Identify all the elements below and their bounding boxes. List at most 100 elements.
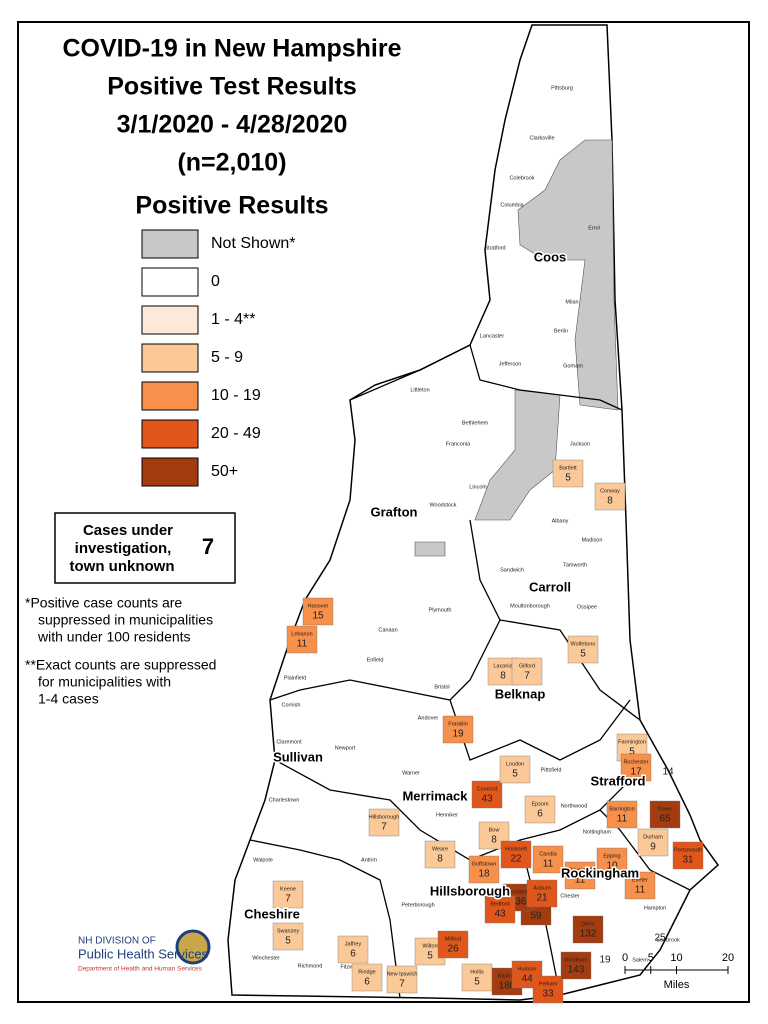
- note-text: investigation,: [75, 540, 172, 557]
- town-count: 6: [364, 977, 370, 988]
- town-count: 11: [297, 639, 308, 650]
- footnote: *Positive case counts are: [25, 595, 182, 611]
- town-name: Cornish: [282, 702, 301, 708]
- town-count: 31: [682, 855, 694, 866]
- town-count: 26: [447, 944, 459, 955]
- town-count: 5: [512, 769, 518, 780]
- town-name: Concord: [477, 786, 498, 792]
- county-boundaries: [249, 344, 691, 999]
- town-area: [484, 895, 516, 924]
- town-name: Franklin: [448, 721, 468, 727]
- town-name: Swanzey: [277, 928, 300, 934]
- town-name: Rindge: [358, 969, 375, 975]
- logo-line: Department of Health and Human Services: [78, 966, 203, 973]
- town-area: [337, 935, 369, 964]
- town-name: Nashua: [498, 973, 518, 979]
- legend-label: 10 - 19: [211, 387, 261, 404]
- not-shown-area: [414, 541, 446, 557]
- town-count: 5: [474, 977, 480, 988]
- town-count: 10: [606, 861, 618, 872]
- county-label: Grafton: [371, 504, 418, 519]
- town-count: 180: [499, 981, 516, 992]
- town-name: Winchester: [252, 955, 280, 961]
- town-name: Jaffrey: [345, 941, 362, 947]
- town-area: [511, 960, 543, 989]
- town-name: Salem: [632, 957, 648, 963]
- town-count: 21: [536, 893, 548, 904]
- town-count: 25: [654, 933, 666, 944]
- town-area: [511, 657, 543, 686]
- town-count: 19: [452, 729, 464, 740]
- town-name: Errol: [588, 225, 600, 231]
- legend-label: 1 - 4**: [211, 311, 255, 328]
- town-name: Bartlett: [559, 465, 577, 471]
- legend-title: Positive Results: [135, 192, 328, 220]
- town-count: 17: [630, 767, 642, 778]
- town-name: Hooksett: [505, 846, 527, 852]
- town-name: Northwood: [561, 803, 588, 809]
- title-line: COVID-19 in New Hampshire: [63, 35, 402, 63]
- town-count: 5: [580, 649, 586, 660]
- town-area: [424, 840, 456, 869]
- town-name: Berlin: [554, 328, 568, 334]
- town-area: [351, 963, 383, 992]
- footnote: suppressed in municipalities: [38, 612, 213, 628]
- town-name: Newport: [335, 745, 356, 751]
- town-name: Hampton: [644, 905, 666, 911]
- logo-line: NH DIVISION OF: [78, 936, 156, 947]
- town-area: [526, 879, 558, 908]
- town-name: Sandwich: [500, 567, 524, 573]
- town-count: 11: [635, 885, 646, 896]
- town-name: Lancaster: [480, 333, 504, 339]
- town-area: [286, 625, 318, 654]
- town-name: Richmond: [298, 963, 323, 969]
- town-name: Wolfeboro: [571, 641, 596, 647]
- town-count: 143: [568, 965, 585, 976]
- town-area: [564, 861, 596, 890]
- town-name: Clarksville: [529, 135, 554, 141]
- not-shown-area: [474, 389, 561, 521]
- town-area: [567, 635, 599, 664]
- county-label: Carroll: [529, 579, 571, 594]
- town-name: Pittsburg: [551, 85, 573, 91]
- footnote: **Exact counts are suppressed: [25, 657, 216, 673]
- town-name: Peterborough: [401, 902, 434, 908]
- town-name: Epsom: [531, 801, 549, 807]
- town-count: 8: [491, 835, 497, 846]
- town-area: [572, 915, 604, 944]
- note-box: [54, 512, 236, 584]
- town-name: Woodstock: [429, 502, 456, 508]
- town-count: 5: [629, 747, 635, 758]
- legend-label: 50+: [211, 463, 238, 480]
- town-name: Dover: [658, 806, 673, 812]
- town-name: Ossipee: [577, 604, 597, 610]
- town-name: Claremont: [276, 739, 302, 745]
- town-area: [552, 459, 584, 488]
- town-name: Epping: [603, 853, 620, 859]
- legend-swatch: [141, 381, 199, 411]
- town-area: [532, 845, 564, 874]
- town-name: Canaan: [378, 627, 397, 633]
- town-name: New Ipswich: [387, 971, 418, 977]
- town-name: Hanover: [308, 603, 329, 609]
- town-area: [471, 780, 503, 809]
- town-name: Chester: [560, 893, 579, 899]
- county-label: Sullivan: [273, 749, 323, 764]
- town-name: Columbia: [500, 202, 524, 208]
- town-name: Gilford: [519, 663, 535, 669]
- town-area: [560, 951, 592, 980]
- legend-label: 0: [211, 273, 220, 290]
- town-area: [368, 808, 400, 837]
- town-area: [302, 597, 334, 626]
- county-label: Coos: [534, 249, 567, 264]
- town-count: 5: [565, 473, 571, 484]
- town-name: Candia: [539, 851, 557, 857]
- town-name: Bow: [489, 827, 500, 833]
- county-label: Rockingham: [561, 865, 639, 880]
- town-name: Goffstown: [472, 861, 497, 867]
- town-name: Auburn: [533, 885, 551, 891]
- town-area: [272, 922, 304, 951]
- town-name: Henniker: [436, 812, 458, 818]
- town-area: [637, 828, 669, 857]
- legend-label: 5 - 9: [211, 349, 243, 366]
